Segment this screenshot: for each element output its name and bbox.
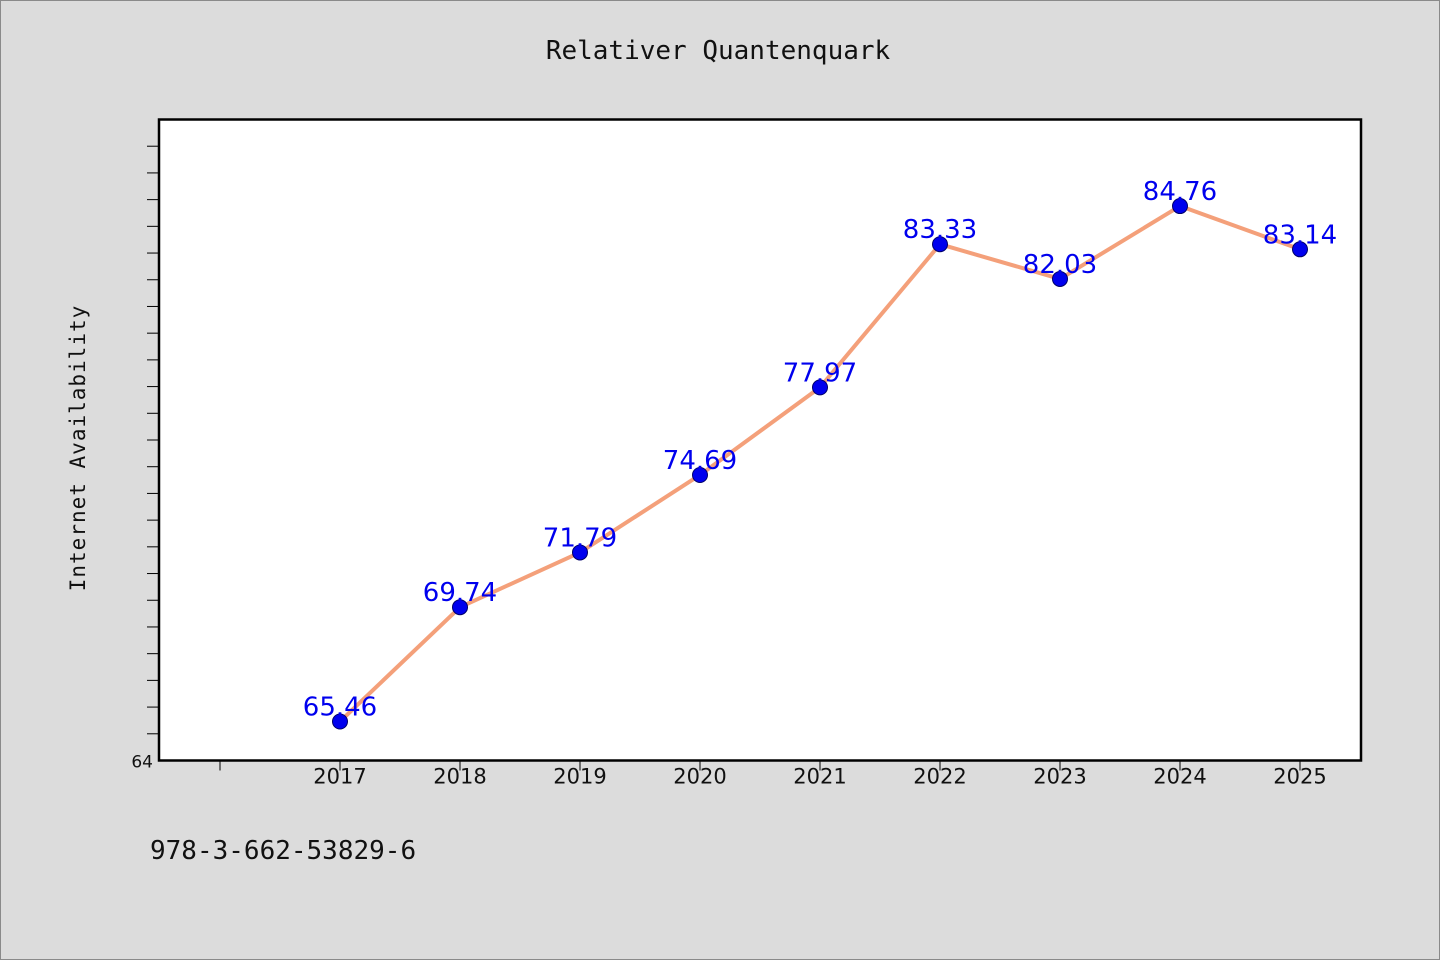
x-tick-label: 2017	[313, 765, 366, 789]
plot-area	[157, 118, 1363, 762]
data-point	[932, 236, 948, 253]
data-point	[1292, 241, 1308, 258]
x-tick-label: 2024	[1153, 765, 1206, 789]
data-point	[692, 466, 708, 483]
isbn-text: 978-3-662-53829-6	[150, 836, 417, 866]
x-tick-label: 2022	[913, 765, 966, 789]
chart-title: Relativer Quantenquark	[545, 36, 891, 66]
data-label: 69.74	[423, 578, 497, 608]
data-point	[1052, 270, 1068, 287]
x-tick-label: 2020	[673, 765, 726, 789]
series-group: 65.46 69.74 71.79 74.69 77.97 83.33 82.03 84.76…	[303, 177, 1337, 730]
data-point	[452, 599, 468, 616]
data-point	[332, 713, 348, 730]
data-label: 71.79	[543, 523, 617, 553]
data-label: 84.76	[1143, 177, 1217, 207]
data-label: 83.14	[1263, 220, 1337, 250]
x-tick-label: 2019	[553, 765, 606, 789]
data-point	[1172, 198, 1188, 215]
data-label: 74.69	[663, 446, 737, 476]
x-axis-ticks: 2017 2018 2019 2020 2021 2022 2023 2024 2025	[219, 760, 1327, 789]
x-tick-label: 2018	[433, 765, 486, 789]
x-tick-label: 2023	[1033, 765, 1086, 789]
y-tick-label: 64	[131, 753, 153, 773]
data-label: 65.46	[303, 693, 377, 723]
data-label: 82.03	[1023, 250, 1097, 280]
data-point	[572, 544, 588, 561]
data-point	[812, 379, 828, 396]
data-label: 83.33	[903, 215, 977, 245]
x-tick-label: 2021	[793, 765, 846, 789]
x-tick-label: 2025	[1273, 765, 1326, 789]
data-label: 77.97	[783, 358, 857, 388]
y-axis-ticks: 64	[131, 145, 159, 773]
